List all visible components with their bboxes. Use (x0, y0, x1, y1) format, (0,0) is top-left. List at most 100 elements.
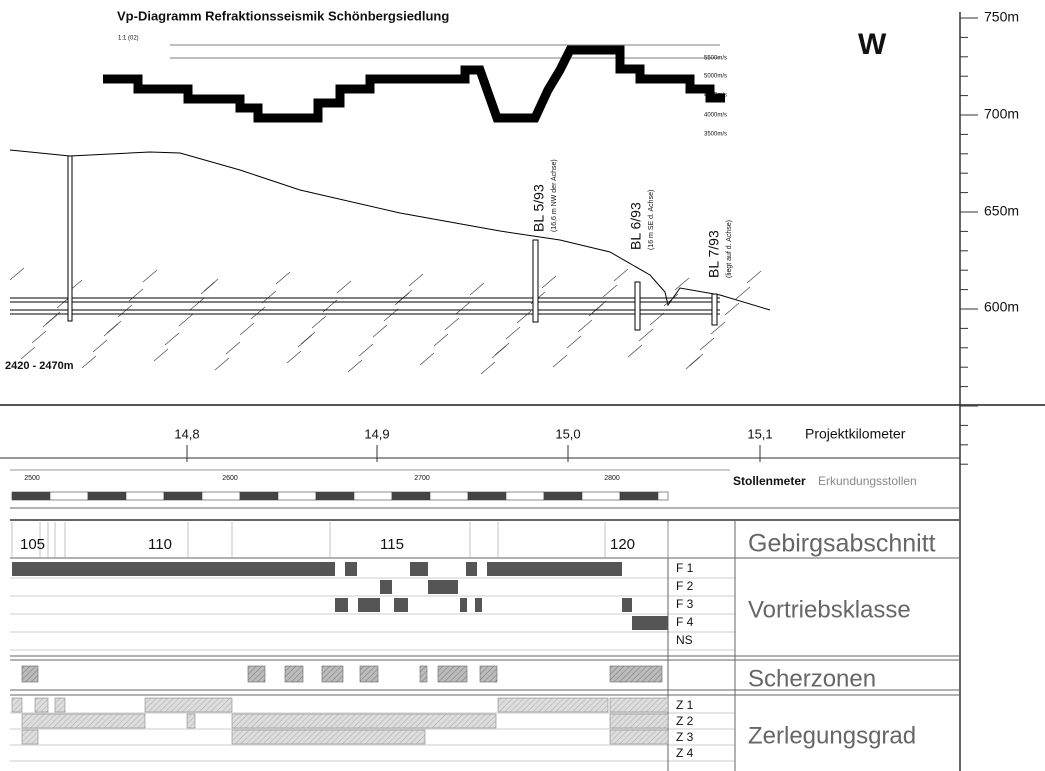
hatch (200, 281, 216, 295)
stollen-segment (49, 491, 89, 501)
hatch (372, 324, 388, 338)
class-bar (358, 598, 380, 612)
hatch (42, 314, 58, 328)
stollen-segment (391, 491, 431, 501)
borehole-label: BL 6/93 (628, 202, 644, 250)
elevation-label: 700m (984, 106, 1019, 122)
class-code: NS (676, 633, 693, 647)
hatch (358, 343, 374, 357)
hatch (164, 332, 180, 346)
stollen-segment (467, 491, 507, 501)
hatch (117, 304, 133, 318)
stollen-segment (315, 491, 355, 501)
section-label: Gebirgsabschnitt (748, 530, 936, 558)
hatch (92, 339, 108, 353)
stollen-segment (277, 491, 317, 501)
hatch (128, 288, 144, 302)
class-bar (460, 598, 467, 612)
hatch (602, 284, 618, 298)
hatch (336, 280, 352, 294)
shear-zone (359, 665, 379, 683)
hatch (735, 286, 751, 300)
class-code: F 3 (676, 597, 694, 611)
hatch (31, 330, 47, 344)
shear-zone (609, 665, 663, 683)
hatch (613, 268, 629, 282)
fracture-bar (34, 697, 49, 713)
hatch (81, 355, 97, 369)
hatch (214, 357, 230, 371)
fracture-bar (186, 713, 196, 729)
class-bar (466, 562, 477, 576)
stollen-tick-label: 2800 (604, 475, 620, 482)
hatch (178, 313, 194, 327)
shear-zone (21, 665, 39, 683)
hatch (419, 352, 435, 366)
velocity-label: 5000m/s (704, 74, 727, 80)
fracture-label: Zerlegungsgrad (748, 722, 916, 749)
section-number: 105 (20, 536, 45, 553)
fracture-code: Z 1 (676, 698, 694, 712)
velocity-label: 3500m/s (704, 132, 727, 138)
hatch (577, 319, 593, 333)
class-code: F 4 (676, 615, 694, 629)
hatch (286, 350, 302, 364)
stollen-segment (201, 491, 241, 501)
borehole-label: BL 7/93 (706, 230, 722, 278)
hatch (275, 271, 291, 285)
shear-zone (321, 665, 344, 683)
class-bar (632, 616, 668, 630)
shear-zone (284, 665, 304, 683)
fracture-bar (609, 713, 669, 729)
borehole-label: BL 5/93 (531, 184, 547, 232)
title: Vp-Diagramm Refraktionsseismik Schönberg… (117, 8, 449, 23)
hatch (516, 310, 532, 324)
stollen-segment (657, 491, 669, 501)
class-bar (394, 598, 408, 612)
hatch (552, 354, 568, 368)
hatch (347, 359, 363, 373)
shear-zone (437, 665, 468, 683)
fracture-bar (497, 697, 609, 713)
hatch (455, 301, 471, 315)
hatch (142, 269, 158, 283)
km-tick-label: 14,9 (364, 426, 389, 441)
hatch (469, 282, 485, 296)
hatch (699, 337, 715, 351)
vp-curve (103, 45, 725, 123)
borehole-note: (16,6 m NW der Achse) (551, 159, 558, 232)
hatch (153, 348, 169, 362)
fracture-bar (11, 697, 23, 713)
fracture-bar (609, 697, 669, 713)
hatch (541, 275, 557, 289)
fracture-code: Z 4 (676, 746, 694, 760)
stollen-segment (353, 491, 393, 501)
section-number: 120 (610, 536, 635, 553)
km-tick-label: 15,0 (555, 426, 580, 441)
hatch (103, 323, 119, 337)
stollen-tick-label: 2500 (24, 475, 40, 482)
class-bar (12, 562, 335, 576)
hatch (685, 356, 701, 370)
class-bar (410, 562, 428, 576)
velocity-label: 5500m/s (704, 56, 727, 62)
km-tick-label: 15,1 (747, 426, 772, 441)
hatch (710, 321, 726, 335)
class-bar (487, 562, 622, 576)
fracture-bar (54, 697, 66, 713)
stollen-segment (163, 491, 203, 501)
fracture-code: Z 2 (676, 714, 694, 728)
elevation-label: 600m (984, 299, 1019, 315)
class-code: F 2 (676, 579, 694, 593)
class-bar (475, 598, 482, 612)
stollen-label: Stollenmeter (733, 474, 806, 488)
fracture-bar (609, 729, 669, 745)
class-bar (380, 580, 392, 594)
borehole-note: (16 m SE d. Achse) (648, 190, 655, 250)
shear-zone (419, 665, 428, 683)
shear-label: Scherzonen (748, 665, 876, 692)
stollen-segment (11, 491, 51, 501)
stollen-segment (125, 491, 165, 501)
fracture-bar (231, 713, 497, 729)
hatch (649, 312, 665, 326)
